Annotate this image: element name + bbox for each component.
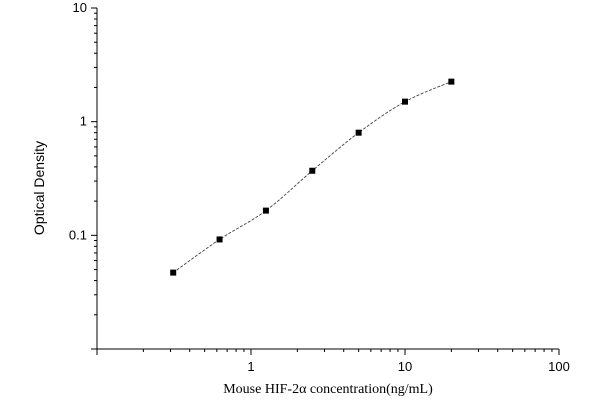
x-tick-label: 10	[398, 359, 412, 374]
plot-frame	[96, 8, 559, 350]
data-point	[309, 167, 316, 174]
data-point	[216, 236, 223, 243]
x-tick-label: 1	[247, 359, 254, 374]
data-point	[170, 269, 177, 276]
y-axis-title: Optical Density	[31, 141, 47, 235]
y-tick-label: 10	[73, 0, 87, 15]
y-tick-label: 1	[80, 114, 87, 129]
data-point	[355, 129, 362, 136]
fit-curve	[172, 81, 452, 273]
y-axis-ticks: 0.1 1 10	[69, 0, 97, 350]
data-point	[262, 207, 269, 214]
x-axis-title: Mouse HIF-2α concentration(ng/mL)	[223, 382, 433, 397]
y-tick-label: 0.1	[69, 227, 87, 242]
x-axis-ticks: 1 10 100	[96, 349, 570, 374]
x-tick-label: 100	[548, 359, 570, 374]
data-point	[448, 78, 455, 85]
data-point	[402, 98, 408, 105]
data-points	[170, 78, 455, 276]
